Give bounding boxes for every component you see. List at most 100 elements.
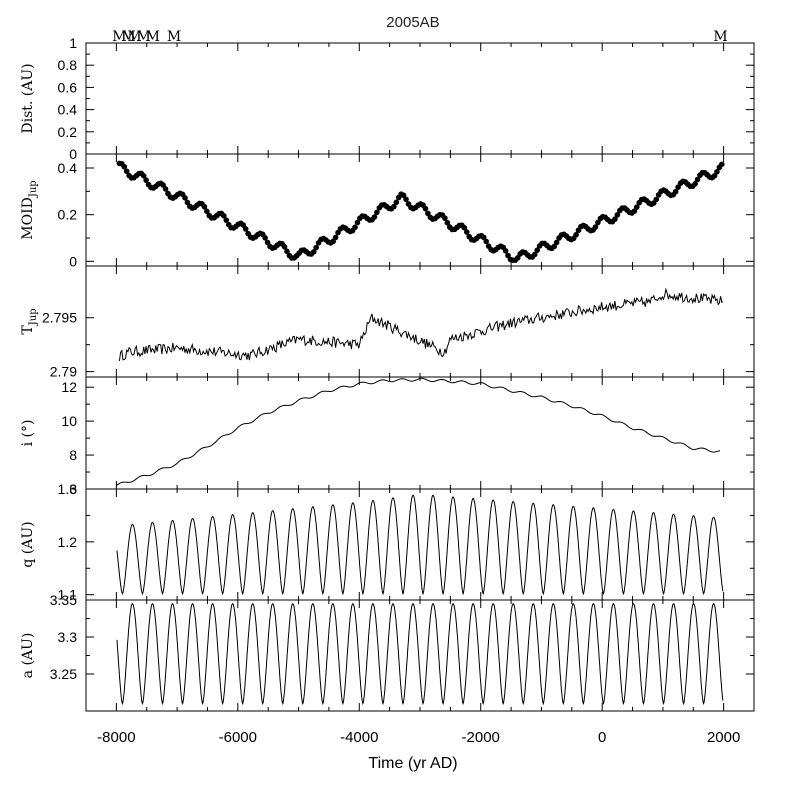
close-approach-marker: M (167, 29, 181, 45)
data-point (310, 249, 317, 255)
data-point (614, 212, 621, 218)
data-point (534, 247, 541, 253)
y-tick-label: 2.79 (50, 364, 77, 380)
series-line-q (116, 494, 724, 596)
y-tick-label: 2.795 (42, 310, 77, 326)
x-axis-labels: -8000 -6000 -4000 -2000 0 2000 (97, 729, 740, 746)
data-point (502, 247, 509, 254)
panel-frame-a (85, 599, 755, 712)
data-point (204, 208, 210, 215)
data-point (352, 224, 358, 231)
y-axis-title-a: a (AU) (20, 633, 36, 679)
y-tick-label: 1.1 (58, 587, 78, 603)
y-tick-label: 1.2 (58, 534, 78, 550)
panel-frame-q (85, 488, 755, 601)
data-point (143, 177, 149, 183)
y-axis-title-moid: MOIDJup (20, 180, 39, 239)
panel-frame-moid (85, 153, 755, 267)
y-tick-label: 10 (61, 413, 77, 429)
data-point (121, 163, 128, 170)
data-point (371, 214, 378, 220)
y-tick-label: 6 (69, 481, 77, 497)
y-tick-label: 0.6 (58, 79, 78, 95)
y-tick-label: 1 (69, 35, 77, 51)
data-point (719, 161, 725, 168)
y-axis-title-inc: i (°) (20, 420, 36, 447)
close-approach-marker: M (127, 29, 141, 45)
close-approach-marker: M (137, 29, 151, 45)
data-point (573, 231, 579, 238)
data-point (374, 209, 380, 216)
y-tick-label: 12 (61, 379, 77, 395)
y-tick-label: 1.3 (58, 481, 78, 497)
x-tick-label: -6000 (219, 729, 257, 746)
x-tick-label: 0 (598, 729, 606, 746)
data-point (422, 205, 429, 212)
y-axis-title-subscript: Jup (28, 180, 39, 198)
data-point (672, 188, 679, 195)
y-tick-label: 0 (69, 146, 77, 162)
data-point (442, 215, 448, 221)
y-tick-label: 3.35 (50, 592, 77, 608)
data-point (714, 169, 720, 175)
data-point (692, 180, 698, 187)
data-point (403, 196, 409, 203)
data-point (332, 234, 339, 241)
panel-frame-inc (85, 376, 755, 490)
data-point (653, 196, 660, 203)
x-tick-label: -4000 (340, 729, 378, 746)
data-point (162, 186, 169, 192)
close-approach-marker: M (146, 29, 160, 45)
series-line-inc (116, 377, 721, 487)
data-point (463, 229, 470, 235)
data-point (354, 219, 361, 226)
series-line-tjup (118, 287, 724, 361)
data-point (694, 176, 701, 183)
data-point (612, 216, 618, 222)
y-axis-title-dist: Dist. (AU) (20, 63, 36, 133)
y-tick-label: 3.25 (50, 666, 77, 682)
data-point (461, 224, 468, 231)
data-point (123, 168, 130, 175)
close-approach-marker: M (121, 29, 135, 45)
y-tick-label: 0.8 (58, 57, 78, 73)
y-axis-title-tjup: TJup (20, 308, 39, 334)
y-tick-label: 0.2 (58, 124, 78, 140)
data-point (633, 204, 640, 210)
y-tick-label: 0 (69, 253, 77, 269)
data-point (444, 219, 451, 226)
series-line-a (116, 603, 724, 706)
data-point (201, 203, 208, 210)
data-point (262, 235, 268, 241)
y-axis-title-subscript: Jup (28, 308, 39, 326)
data-point (223, 217, 230, 223)
data-point (281, 244, 288, 250)
chart-title: 2005AB (386, 14, 439, 31)
data-point (182, 195, 188, 201)
panel-frame-tjup (85, 265, 755, 378)
data-point (242, 226, 249, 232)
close-approach-marker: M (713, 29, 727, 45)
data-point (553, 239, 560, 246)
data-point (313, 244, 319, 251)
y-tick-label: 0.2 (58, 207, 78, 223)
x-axis-title: Time (yr AD) (368, 755, 457, 772)
data-point (393, 199, 400, 206)
data-point (284, 248, 290, 255)
panel-a: 3.25 3.3 3.35 a (AU) (20, 592, 755, 712)
panel-q: 1.1 1.2 1.3 q (AU) (20, 481, 755, 603)
data-point (221, 213, 227, 219)
x-tick-label: -2000 (462, 729, 500, 746)
y-tick-label: 8 (69, 447, 77, 463)
y-tick-label: 0.4 (58, 102, 78, 118)
panel-inc: 6 8 10 12 i (°) (20, 376, 755, 497)
data-point (391, 203, 397, 210)
x-tick-label: 2000 (707, 729, 740, 746)
y-tick-label: 3.3 (58, 629, 78, 645)
data-point (592, 224, 599, 230)
x-tick-label: -8000 (97, 729, 135, 746)
